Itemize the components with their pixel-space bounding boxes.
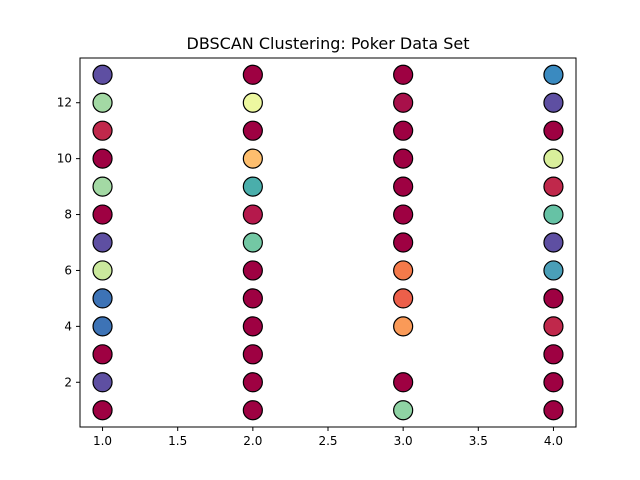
data-point <box>543 176 564 197</box>
data-point <box>393 400 414 421</box>
data-point <box>242 400 263 421</box>
data-point <box>393 92 414 113</box>
data-point <box>92 232 113 253</box>
data-point <box>242 316 263 337</box>
data-point <box>242 176 263 197</box>
data-point <box>543 92 564 113</box>
x-tick-label: 2.5 <box>318 434 337 448</box>
data-point <box>242 260 263 281</box>
y-tick-label: 2 <box>64 375 72 389</box>
y-tick-label: 8 <box>64 208 72 222</box>
data-point <box>393 148 414 169</box>
y-tick-label: 10 <box>57 152 72 166</box>
data-point <box>92 120 113 141</box>
data-point <box>242 372 263 393</box>
data-point <box>393 64 414 85</box>
data-point <box>92 288 113 309</box>
data-point <box>543 372 564 393</box>
x-tick-label: 3.5 <box>469 434 488 448</box>
data-point <box>393 288 414 309</box>
x-tick-label: 1.0 <box>93 434 112 448</box>
data-point <box>92 316 113 337</box>
data-point <box>393 120 414 141</box>
data-point <box>393 176 414 197</box>
data-point <box>92 204 113 225</box>
x-tick-label: 2.0 <box>243 434 262 448</box>
data-point <box>543 260 564 281</box>
y-tick-label: 4 <box>64 319 72 333</box>
data-point <box>242 120 263 141</box>
data-point <box>242 232 263 253</box>
data-point <box>543 400 564 421</box>
data-point <box>543 288 564 309</box>
data-point <box>393 232 414 253</box>
data-point <box>92 344 113 365</box>
data-point <box>393 260 414 281</box>
data-point <box>242 148 263 169</box>
x-tick-label: 1.5 <box>168 434 187 448</box>
data-point <box>242 64 263 85</box>
data-point <box>543 344 564 365</box>
data-point <box>242 92 263 113</box>
data-point <box>393 316 414 337</box>
data-point <box>92 148 113 169</box>
y-tick-label: 12 <box>57 96 72 110</box>
data-point <box>92 64 113 85</box>
data-point <box>92 372 113 393</box>
data-point <box>92 92 113 113</box>
data-point <box>543 204 564 225</box>
data-point <box>543 148 564 169</box>
points-layer <box>92 64 564 421</box>
data-point <box>393 372 414 393</box>
data-point <box>242 288 263 309</box>
data-point <box>242 344 263 365</box>
y-axis-ticks: 2 4 6 8 10 12 <box>57 96 80 389</box>
x-tick-label: 4.0 <box>544 434 563 448</box>
data-point <box>543 120 564 141</box>
x-axis-ticks: 1.0 1.5 2.0 2.5 3.0 3.5 4.0 <box>93 427 563 448</box>
data-point <box>92 400 113 421</box>
data-point <box>92 176 113 197</box>
x-tick-label: 3.0 <box>394 434 413 448</box>
data-point <box>543 232 564 253</box>
data-point <box>92 260 113 281</box>
y-tick-label: 6 <box>64 263 72 277</box>
data-point <box>543 316 564 337</box>
chart-title: DBSCAN Clustering: Poker Data Set <box>187 34 470 53</box>
data-point <box>543 64 564 85</box>
data-point <box>393 204 414 225</box>
data-point <box>242 204 263 225</box>
